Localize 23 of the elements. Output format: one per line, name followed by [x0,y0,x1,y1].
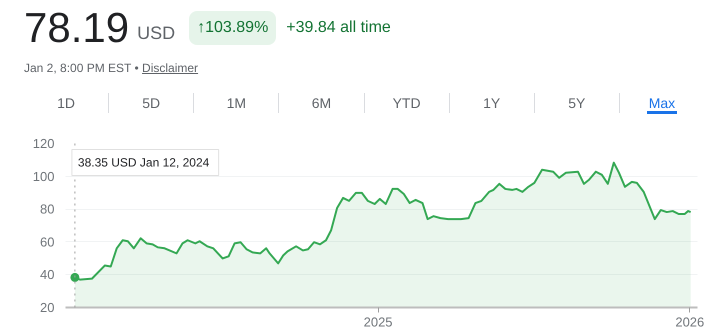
chart-title: 78.19 [24,3,130,53]
text: Jan 2, 8:00 PM EST • [24,61,139,75]
text: 1M [226,95,248,112]
text: 6M [310,95,332,112]
y-tick-label: 40 [40,267,55,282]
y-tick-label: 100 [32,168,55,184]
text: Disclaimer [142,61,198,75]
text: ↑103.89% [189,10,276,46]
text: 1Y [482,95,502,112]
y-tick-label: 80 [40,202,55,217]
x-tick-label: 2026 [675,314,704,330]
text: USD [137,22,176,46]
text: 1D [56,95,76,112]
x-tick-label: 2025 [364,314,393,330]
text: 5D [141,95,162,112]
annotation: 38.35 USD Jan 12, 2024 [78,156,210,170]
y-tick-label: 120 [32,136,55,151]
y-tick-label: 20 [40,300,55,315]
text: +39.84 all time [286,18,391,38]
text: 5Y [567,95,586,112]
text: YTD [392,95,422,112]
y-tick-label: 60 [40,234,55,250]
text: Max [646,95,678,114]
